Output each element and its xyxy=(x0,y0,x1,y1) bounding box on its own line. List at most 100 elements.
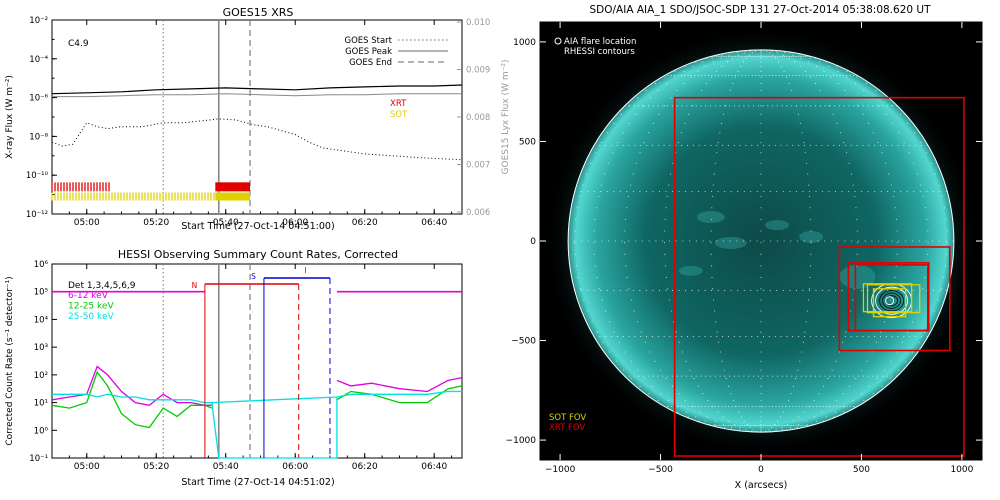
aia-grid-dot xyxy=(678,341,680,343)
aia-grid-dot xyxy=(756,240,758,242)
aia-grid-dot xyxy=(622,336,624,338)
aia-grid-dot xyxy=(765,405,767,408)
aia-grid-dot xyxy=(685,360,687,362)
aia-grid-dot xyxy=(681,375,683,377)
aia-rhessi-contour xyxy=(879,290,905,312)
aia-grid-dot xyxy=(728,54,730,56)
hessi-series-line xyxy=(52,390,462,404)
aia-grid-dot xyxy=(671,190,674,193)
aia-grid-dot xyxy=(665,276,667,279)
aia-grid-dot xyxy=(792,405,794,408)
aia-grid-dot xyxy=(710,55,712,57)
aia-grid-dot xyxy=(647,375,650,377)
hessi-series xyxy=(51,290,463,459)
aia-grid-dot xyxy=(593,230,595,232)
aia-grid-dot xyxy=(891,144,893,146)
hessi-y-tick-label: 10⁵ xyxy=(34,288,48,298)
aia-grid-dot xyxy=(834,190,837,193)
aia-grid-dot xyxy=(702,240,704,242)
aia-grid-dot xyxy=(684,65,686,67)
aia-grid-dot xyxy=(768,55,770,57)
aia-grid-dot xyxy=(731,429,733,431)
aia-grid-dot xyxy=(932,190,934,193)
aia-grid-dot xyxy=(724,425,726,427)
aia-grid-dot xyxy=(719,375,721,377)
aia-grid-dot xyxy=(750,190,752,193)
aia-grid-dot xyxy=(827,377,829,380)
aia-grid-dot xyxy=(828,405,830,408)
aia-grid-dot xyxy=(768,144,770,146)
aia-grid-dot xyxy=(821,144,823,146)
aia-grid-dot xyxy=(788,82,790,85)
aia-grid-dot xyxy=(691,74,693,77)
aia-grid-dot xyxy=(769,49,771,51)
aia-x-tick-label: 500 xyxy=(853,465,870,475)
aia-grid-dot xyxy=(702,393,704,395)
aia-grid-dot xyxy=(826,74,828,77)
aia-grid-dot xyxy=(606,289,608,292)
aia-grid-dot xyxy=(788,74,790,77)
aia-grid-dot xyxy=(690,76,692,78)
aia-grid-dot xyxy=(740,65,742,67)
aia-grid-dot xyxy=(810,425,812,427)
hessi-x-tick-label: 05:20 xyxy=(143,462,169,472)
aia-grid-dot xyxy=(710,425,712,427)
aia-grid-dot xyxy=(880,331,882,333)
aia-grid-dot xyxy=(632,190,634,193)
aia-grid-dot xyxy=(609,321,611,323)
aia-grid-dot xyxy=(805,105,807,107)
aia-grid-dot xyxy=(668,240,670,242)
aia-grid-dot xyxy=(826,405,828,408)
aia-grid-dot xyxy=(633,105,635,107)
aia-grid-dot xyxy=(810,55,812,57)
aia-grid-dot xyxy=(884,321,886,323)
aia-grid-dot xyxy=(633,310,635,312)
aia-grid-dot xyxy=(830,240,832,242)
aia-grid-dot xyxy=(757,375,759,377)
goes-coverage-block xyxy=(215,192,251,201)
aia-grid-dot xyxy=(760,65,762,67)
aia-grid-dot xyxy=(798,144,800,146)
aia-grid-dot xyxy=(608,240,610,242)
aia-grid-dot xyxy=(600,184,602,186)
aia-grid-dot xyxy=(736,425,738,427)
aia-grid-dot xyxy=(712,425,714,427)
goes-right-ticks: 0.010 0.009 0.008 0.007 0.006 xyxy=(457,18,490,218)
aia-grid-dot xyxy=(808,184,810,186)
aia-grid-dot xyxy=(685,399,687,401)
aia-grid-dot xyxy=(872,105,874,107)
aia-grid-dot xyxy=(770,240,772,242)
aia-grid-dot xyxy=(747,55,749,57)
aia-grid-dot xyxy=(822,405,824,408)
aia-grid-dot xyxy=(635,240,637,242)
aia-grid-dot xyxy=(594,218,596,220)
aia-grid-dot xyxy=(796,427,798,429)
goes-series xyxy=(51,84,463,161)
aia-grid-dot xyxy=(652,122,655,124)
aia-grid-dot xyxy=(625,265,627,267)
aia-grid-dot xyxy=(872,375,874,377)
goes-right-tick-label: 0.009 xyxy=(466,66,490,76)
aia-grid-dot xyxy=(722,336,724,338)
aia-grid-dot xyxy=(681,351,684,353)
aia-grid-dot xyxy=(694,405,696,408)
aia-grid-dot xyxy=(598,288,600,290)
aia-grid-dot xyxy=(802,190,804,193)
aia-grid-dot xyxy=(719,105,721,107)
aia-grid-dot xyxy=(659,393,662,395)
aia-heliographic-grid xyxy=(567,49,954,433)
aia-grid-dot xyxy=(692,405,694,408)
aia-grid-dot xyxy=(704,74,706,77)
aia-grid-dot xyxy=(712,405,714,408)
aia-grid-dot xyxy=(644,377,646,380)
aia-grid-dot xyxy=(711,190,713,193)
aia-grid-dot xyxy=(845,331,847,333)
aia-grid-dot xyxy=(757,336,759,338)
aia-grid-dot xyxy=(681,144,683,146)
aia-grid-dot xyxy=(698,144,700,146)
aia-grid-dot xyxy=(662,105,664,107)
aia-grid-dot xyxy=(751,52,753,54)
aia-grid-dot xyxy=(655,240,657,242)
aia-grid-dot xyxy=(680,405,682,408)
